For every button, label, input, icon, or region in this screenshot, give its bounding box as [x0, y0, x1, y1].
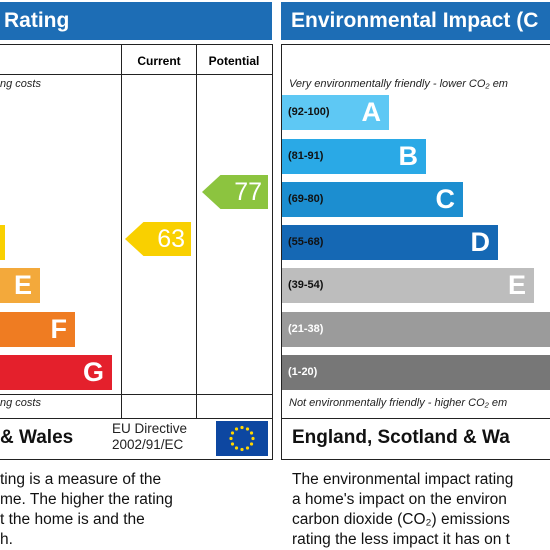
- band-range: (1-20): [288, 366, 318, 378]
- star: [234, 427, 239, 431]
- band-range: (81-91): [288, 150, 324, 162]
- top-note: Very environmentally friendly - lower CO…: [289, 78, 508, 90]
- directive-line: EU Directive: [112, 421, 188, 436]
- row-line: [281, 418, 550, 419]
- footer: & Wales: [0, 427, 74, 448]
- band-range: (92-100): [288, 106, 330, 118]
- band-bar: (55-68) D: [282, 225, 498, 260]
- column-header: Current: [137, 54, 181, 68]
- band-bar: (92-100) A: [282, 95, 389, 130]
- description-line: carbon dioxide (CO₂) emissions: [292, 511, 510, 528]
- row-line: [0, 74, 272, 75]
- footer: England, Scotland & Wa: [292, 427, 510, 448]
- star: [249, 442, 254, 446]
- description-line: t the home is and the: [0, 511, 145, 528]
- description: ting is a measure of the me. The higher t…: [0, 470, 173, 550]
- band-letter: C: [435, 184, 456, 214]
- band-bar: (1-20): [282, 355, 550, 390]
- directive: EU Directive 2002/91/EC: [112, 421, 187, 453]
- star: [251, 436, 255, 441]
- star: [230, 442, 235, 446]
- star: [249, 431, 254, 435]
- star: [234, 446, 239, 450]
- band-range: (21-38): [288, 323, 324, 335]
- eu-flag: [216, 421, 268, 456]
- band-bar: E: [0, 268, 40, 303]
- band-bar: (39-54) E: [282, 268, 534, 303]
- band-letter: G: [82, 357, 104, 387]
- band-range: (55-68): [288, 236, 324, 248]
- description-line: ting is a measure of the: [0, 471, 162, 488]
- bottom-note: ng costs: [0, 397, 41, 409]
- band-letter: E: [507, 270, 526, 300]
- band-bar: G: [0, 355, 112, 390]
- band-letter: F: [50, 314, 68, 344]
- band-range: (39-54): [288, 279, 324, 291]
- band-letter: A: [361, 97, 382, 127]
- description-line: a home's impact on the environ: [292, 491, 507, 508]
- band-bar: (81-91) B: [282, 139, 426, 174]
- description-line: The environmental impact rating: [292, 471, 514, 488]
- directive-line: 2002/91/EC: [112, 437, 184, 452]
- description: The environmental impact rating a home's …: [292, 470, 513, 550]
- star: [240, 425, 244, 430]
- column-line: [196, 44, 197, 418]
- description-line: h.: [0, 531, 13, 548]
- star: [230, 431, 235, 435]
- column-header: Potential: [208, 54, 260, 68]
- star: [229, 436, 233, 441]
- env-title: Environmental Impact (C: [281, 2, 550, 40]
- description-line: rating the less impact it has on t: [292, 531, 510, 548]
- band-range: (69-80): [288, 193, 324, 205]
- column-line: [121, 44, 122, 418]
- row-line: [0, 394, 272, 395]
- band-bar: (21-38)F: [282, 312, 550, 347]
- band-letter: E: [13, 270, 32, 300]
- band-bar: [0, 225, 5, 260]
- description-line: me. The higher the rating: [0, 491, 173, 508]
- energy-frame: [0, 44, 273, 460]
- band-bar: (69-80) C: [282, 182, 463, 217]
- star: [245, 427, 250, 431]
- top-note: ng costs: [0, 78, 41, 90]
- star: [245, 446, 250, 450]
- band-letter: B: [398, 141, 419, 171]
- energy-title: Rating: [0, 2, 272, 40]
- row-line: [0, 418, 272, 419]
- star: [240, 447, 244, 452]
- bottom-note: Not environmentally friendly - higher CO…: [289, 397, 508, 409]
- band-bar: F: [0, 312, 75, 347]
- env-frame: [281, 44, 550, 460]
- band-letter: D: [470, 227, 491, 257]
